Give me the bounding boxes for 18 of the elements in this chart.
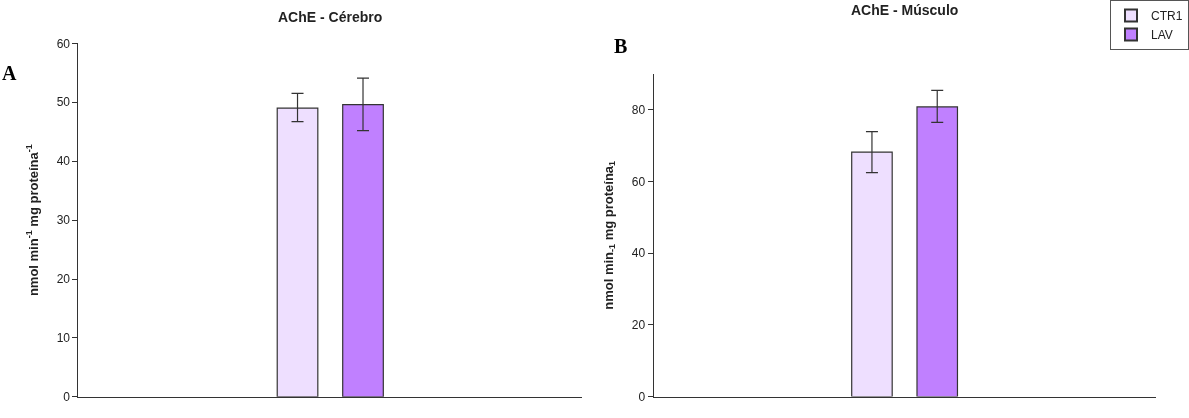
y-tick-label: 20 — [631, 318, 646, 333]
y-tick-label: 0 — [638, 389, 646, 404]
text: A — [2, 62, 17, 84]
y-tick-label: 50 — [56, 95, 71, 110]
y-tick-label: 10 — [56, 331, 71, 346]
y-tick-label: 60 — [56, 36, 71, 51]
y-tick-label: 20 — [56, 272, 71, 287]
y-tick-label: 40 — [631, 246, 646, 261]
y-tick-label: 30 — [56, 213, 71, 228]
chart-title: AChE - Cérebro — [278, 9, 383, 25]
chart-title: AChE - Músculo — [851, 2, 959, 18]
legend-label: CTR1 — [1151, 9, 1183, 24]
text: B — [614, 35, 628, 57]
legend-label: LAV — [1151, 28, 1173, 43]
y-tick-label: 40 — [56, 154, 71, 169]
y-tick-label: 80 — [631, 103, 646, 118]
y-tick-label: 60 — [631, 174, 646, 189]
y-tick-label: 0 — [63, 390, 71, 405]
